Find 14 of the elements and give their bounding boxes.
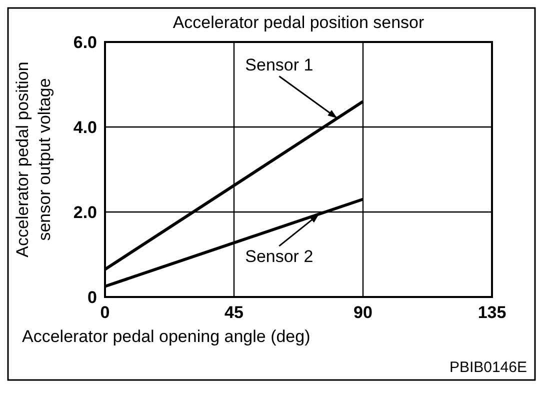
x-tick-label: 90 <box>354 303 372 322</box>
text: Sensor 1 <box>245 55 314 74</box>
x-tick-label: 135 <box>478 303 506 322</box>
text: PBIB0146E <box>449 359 527 376</box>
x-tick-label: 45 <box>224 303 244 322</box>
y-tick-label: 0 <box>88 288 97 307</box>
y-axis-title: Accelerator pedal position sensor output voltage <box>13 62 54 258</box>
x-axis-title: Accelerator pedal opening angle (deg) <box>22 327 310 346</box>
x-tick-label: 0 <box>100 303 110 322</box>
y-tick-label: 2.0 <box>73 203 97 222</box>
legend-label: Sensor 2 <box>245 247 314 266</box>
y-tick-label: 4.0 <box>73 118 97 137</box>
y-tick-label: 6.0 <box>73 33 97 52</box>
chart-title: Accelerator pedal position sensor <box>172 13 425 32</box>
